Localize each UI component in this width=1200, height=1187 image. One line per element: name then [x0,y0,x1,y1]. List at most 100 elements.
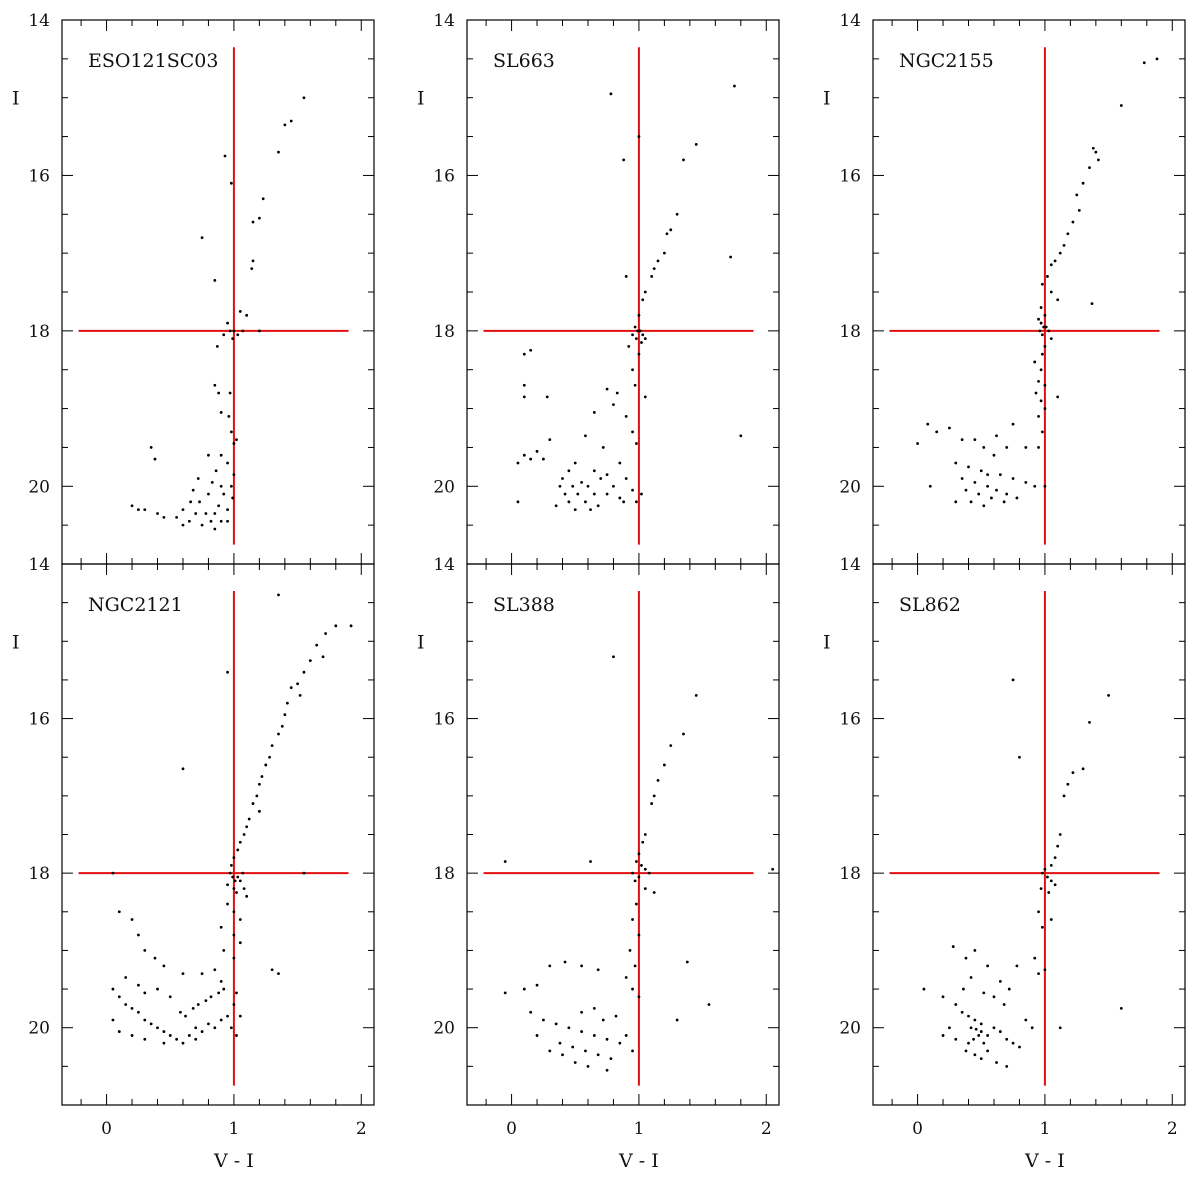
y-tick-label: 16 [28,166,50,186]
data-point [998,1030,1002,1033]
data-point [596,504,600,508]
data-point [187,519,191,523]
data-point [1015,496,1019,500]
data-point [149,446,153,449]
data-point [219,484,223,488]
data-point [1049,263,1053,267]
data-point [522,383,526,387]
data-point [638,329,642,333]
data-point [238,918,242,921]
y-axis-label: I [417,88,425,110]
data-point [516,461,520,465]
data-point [605,492,609,496]
data-point [162,1030,166,1033]
data-point [548,964,552,968]
data-point [219,925,223,929]
data-point [232,856,236,860]
data-point [315,643,319,647]
data-point [277,732,280,736]
data-point [982,991,986,995]
data-point [516,500,520,504]
data-point [257,329,261,333]
data-point [226,508,229,511]
data-point [694,693,698,697]
data-point [643,290,647,294]
data-point [586,1064,590,1068]
data-point [235,438,238,442]
data-point [962,987,965,991]
x-tick-label: 1 [229,1119,240,1139]
data-point [631,333,634,337]
data-point [1071,220,1075,224]
data-point [992,1026,996,1030]
y-tick-label: 20 [28,477,50,497]
data-point [302,871,306,875]
data-point [729,255,733,259]
data-point [967,1014,970,1018]
data-point [986,1049,990,1053]
data-point [964,956,968,960]
data-point [561,1053,564,1057]
data-point [162,964,166,968]
data-point [960,1010,964,1014]
data-point [973,481,977,484]
data-point [289,119,293,123]
data-point [592,492,596,496]
y-tick-label: 14 [433,11,455,31]
data-point [675,212,679,216]
data-point [634,902,638,906]
data-point [1037,379,1040,383]
y-tick-label: 16 [839,710,861,730]
data-point [1005,446,1009,449]
data-point [286,701,289,705]
data-point [1040,871,1044,875]
data-point [1043,407,1047,410]
data-point [207,453,210,457]
y-tick-label: 14 [28,11,50,31]
data-point [213,527,217,531]
data-point [1039,306,1043,309]
data-point [1066,232,1070,236]
y-tick-label: 18 [28,864,50,884]
data-point [130,504,134,508]
data-point [986,473,990,477]
data-point [589,860,592,863]
data-point [198,500,201,504]
y-tick-label: 18 [433,322,455,342]
data-point [1018,755,1021,759]
data-point [1040,925,1044,929]
data-point [1038,329,1042,333]
panel-frame [466,563,780,1106]
data-point [213,1026,217,1030]
data-point [633,964,637,968]
y-tick-label: 20 [433,477,455,497]
data-point [238,879,242,883]
data-point [1007,987,1011,991]
data-point [181,523,185,527]
data-point [612,403,615,407]
y-tick-label: 20 [839,477,861,497]
data-point [217,504,221,508]
data-point [935,430,939,434]
data-point [149,1022,153,1026]
data-point [204,512,208,515]
data-point [627,345,631,348]
y-tick-label: 20 [839,1019,861,1039]
data-point [669,744,673,748]
data-point [181,1041,185,1045]
data-point [986,1034,990,1037]
data-point [1142,61,1146,65]
data-point [1077,209,1081,212]
data-point [960,438,964,442]
x-tick-label: 1 [1040,1119,1051,1139]
data-point [226,1014,229,1018]
data-point [207,492,210,496]
data-point [191,1006,195,1010]
data-point [986,964,990,968]
data-point [548,1049,552,1053]
data-point [181,972,185,976]
data-point [255,794,259,798]
data-point [117,1030,121,1033]
data-point [219,453,223,457]
data-point [1155,57,1159,61]
